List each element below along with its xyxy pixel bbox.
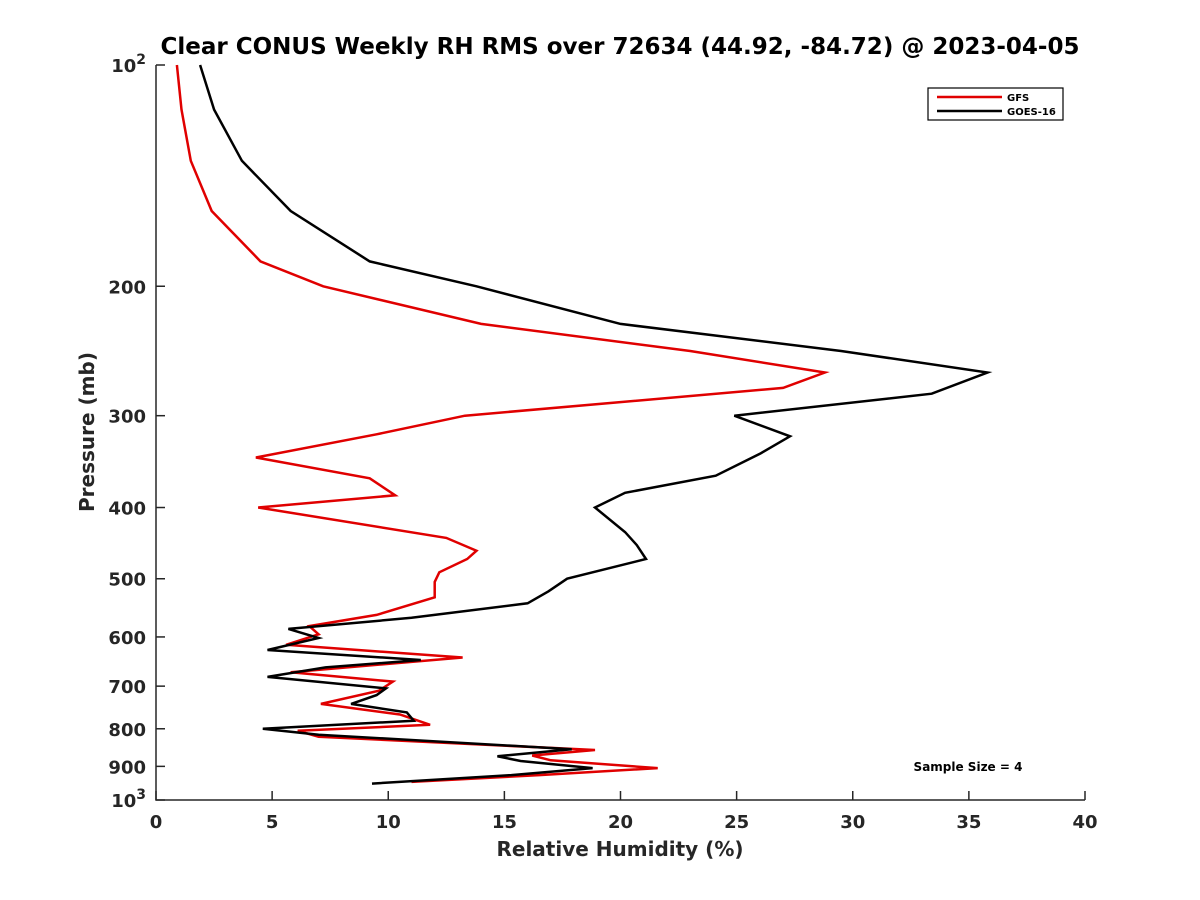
x-axis-label: Relative Humidity (%) (496, 837, 743, 861)
legend: GFS GOES-16 (927, 87, 1064, 121)
y-tick-label: 700 (108, 677, 146, 698)
series-line-goes16 (198, 64, 993, 785)
x-tick-label: 0 (150, 812, 163, 833)
y-tick-label: 600 (108, 628, 146, 649)
x-tick-label: 35 (956, 812, 981, 833)
legend-label-gfs: GFS (1007, 93, 1029, 104)
x-tick-label: 40 (1072, 812, 1097, 833)
x-tick-label: 30 (840, 812, 865, 833)
x-tick-label: 10 (376, 812, 401, 833)
x-tick-label: 15 (492, 812, 517, 833)
x-axis-ticks: 0 5 10 15 20 25 30 35 40 (150, 791, 1098, 833)
sample-size-annotation: Sample Size = 4 (914, 760, 1023, 774)
y-tick-label: 103 (111, 787, 146, 812)
x-tick-label: 25 (724, 812, 749, 833)
y-tick-label: 900 (108, 757, 146, 778)
y-tick-label: 102 (111, 52, 146, 77)
legend-box (927, 87, 1064, 121)
y-tick-label: 300 (108, 407, 146, 428)
y-tick-label: 200 (108, 277, 146, 298)
y-axis-ticks: 102 200 300 400 500 600 700 800 900 103 (108, 52, 165, 812)
x-tick-label: 20 (608, 812, 633, 833)
y-tick-label: 400 (108, 499, 146, 520)
legend-label-goes16: GOES-16 (1007, 107, 1056, 118)
x-tick-label: 5 (266, 812, 279, 833)
chart-title: Clear CONUS Weekly RH RMS over 72634 (44… (161, 34, 1080, 60)
y-axis-label: Pressure (mb) (75, 352, 99, 512)
y-tick-label: 800 (108, 720, 146, 741)
y-tick-label: 500 (108, 570, 146, 591)
plot-area (156, 65, 1085, 800)
series-layer (175, 64, 993, 785)
